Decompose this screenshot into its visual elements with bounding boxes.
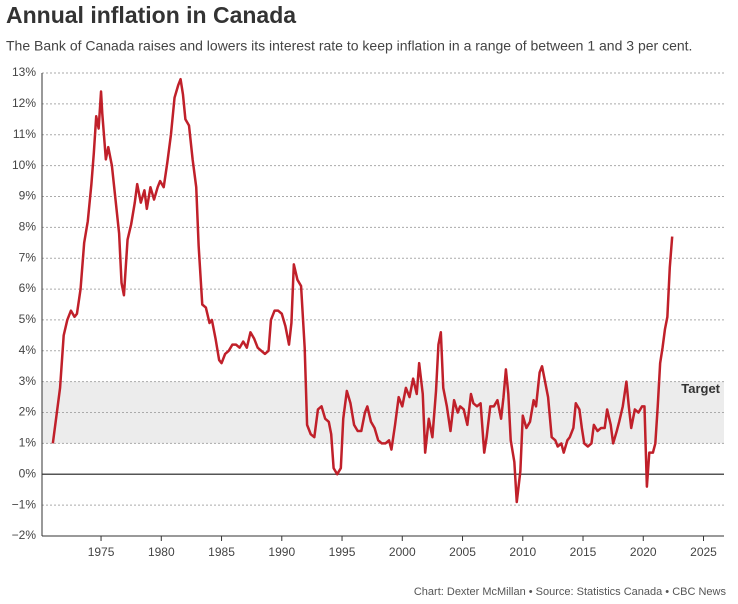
x-tick-label: 1975 (88, 545, 115, 559)
x-tick-label: 1990 (268, 545, 295, 559)
y-tick-label: −2% (12, 528, 37, 542)
band-label: Target (681, 381, 720, 396)
credit: Chart: Dexter McMillan • Source: Statist… (414, 586, 727, 598)
x-tick-label: 1995 (329, 545, 356, 559)
y-tick-label: 1% (19, 436, 37, 450)
x-tick-label: 1980 (148, 545, 175, 559)
chart-subtitle: The Bank of Canada raises and lowers its… (6, 38, 692, 54)
y-tick-label: 5% (19, 312, 37, 326)
y-tick-label: 11% (13, 127, 36, 141)
x-tick-label: 2020 (630, 545, 657, 559)
y-tick-label: −1% (12, 497, 37, 511)
y-tick-label: 6% (19, 281, 37, 295)
y-tick-label: 9% (19, 189, 37, 203)
y-tick-label: 12% (12, 96, 36, 110)
x-tick-label: 2015 (570, 545, 597, 559)
x-tick-label: 2005 (449, 545, 476, 559)
x-tick-label: 2000 (389, 545, 416, 559)
y-tick-label: 13% (12, 65, 36, 79)
y-tick-label: 0% (19, 466, 37, 480)
x-tick-label: 1985 (208, 545, 235, 559)
chart-title: Annual inflation in Canada (6, 2, 296, 28)
y-tick-label: 7% (19, 250, 37, 264)
y-tick-label: 8% (19, 220, 37, 234)
y-tick-label: 3% (19, 374, 37, 388)
y-tick-label: 10% (12, 158, 36, 172)
y-tick-label: 4% (19, 343, 37, 357)
x-tick-label: 2010 (509, 545, 536, 559)
y-tick-label: 2% (19, 405, 37, 419)
inflation-line (51, 77, 674, 504)
x-tick-label: 2025 (690, 545, 717, 559)
